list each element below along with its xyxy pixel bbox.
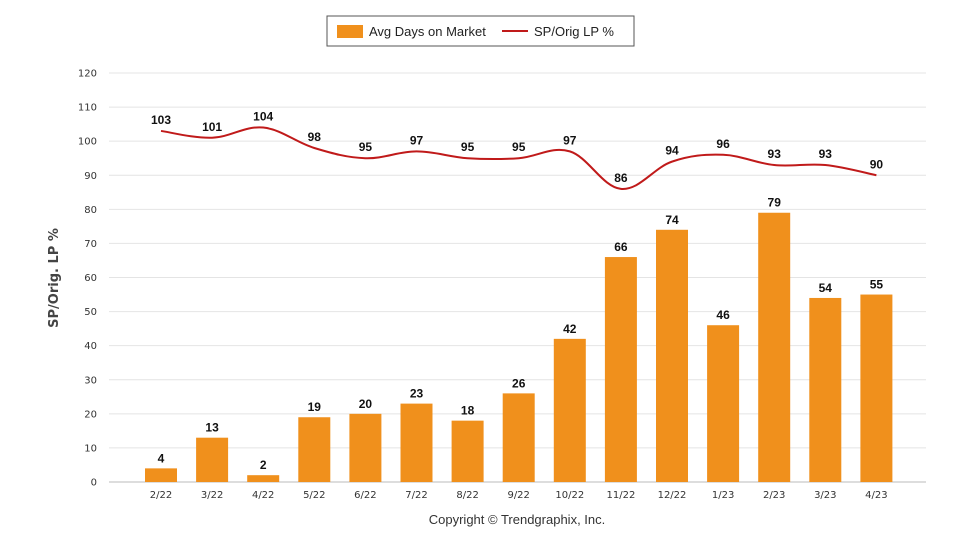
bar-data-label: 4 — [158, 451, 165, 465]
y-tick-label: 40 — [84, 341, 97, 352]
line-data-label: 95 — [461, 140, 475, 154]
bar-data-label: 23 — [410, 387, 424, 401]
line-data-label: 96 — [716, 137, 730, 151]
y-tick-label: 100 — [78, 137, 97, 148]
legend-swatch-bar — [337, 25, 363, 38]
x-tick-label: 6/22 — [354, 490, 376, 501]
line-data-label: 94 — [665, 144, 679, 158]
bar-data-label: 74 — [665, 213, 679, 227]
bar — [196, 437, 229, 482]
bar-data-label: 26 — [512, 376, 526, 390]
x-tick-label: 3/23 — [814, 490, 836, 501]
bar — [809, 297, 842, 482]
bar-data-label: 79 — [768, 196, 782, 210]
bar — [349, 413, 382, 482]
line-data-label: 93 — [819, 147, 833, 161]
line-data-label: 90 — [870, 157, 884, 171]
y-tick-label: 50 — [84, 307, 97, 318]
line-data-label: 93 — [768, 147, 782, 161]
bar — [451, 420, 484, 482]
legend: Avg Days on Market SP/Orig LP % — [326, 15, 635, 47]
y-tick-label: 0 — [91, 478, 97, 489]
bar — [656, 229, 688, 482]
x-tick-label: 8/22 — [456, 490, 478, 501]
data-labels: 4 13 2 19 20 23 18 26 42 66 74 46 79 54 55 103 101 104 98 9… — [151, 110, 883, 473]
bar — [145, 468, 177, 482]
x-tick-label: 2/23 — [763, 490, 785, 501]
y-tick-label: 80 — [84, 205, 97, 216]
x-tick-label: 3/22 — [201, 490, 223, 501]
bar — [502, 393, 535, 482]
copyright-footer: Copyright © Trendgraphix, Inc. — [429, 512, 606, 527]
line-data-label: 97 — [410, 133, 424, 147]
bar-data-label: 13 — [205, 421, 219, 435]
legend-label-bar: Avg Days on Market — [369, 24, 486, 39]
bar — [707, 325, 740, 482]
y-tick-label: 90 — [84, 171, 97, 182]
y-tick-label: 20 — [84, 409, 97, 420]
bar — [400, 403, 433, 482]
bar-data-label: 20 — [359, 397, 373, 411]
line-data-label: 103 — [151, 113, 171, 127]
sp-orig-lp-line — [160, 126, 877, 190]
x-tick-label: 4/22 — [252, 490, 274, 501]
x-tick-label: 4/23 — [865, 490, 887, 501]
bar — [758, 212, 791, 482]
line-data-label: 95 — [512, 140, 526, 154]
bar-data-label: 18 — [461, 404, 475, 418]
bar-data-label: 46 — [716, 308, 730, 322]
y-tick-label: 70 — [84, 239, 97, 250]
y-tick-label: 120 — [78, 69, 97, 80]
y-tick-label: 110 — [78, 103, 97, 114]
x-tick-label: 1/23 — [712, 490, 734, 501]
bar — [553, 338, 586, 482]
y-tick-label: 30 — [84, 375, 97, 386]
x-tick-label: 7/22 — [405, 490, 427, 501]
x-tick-label: 11/22 — [606, 490, 635, 501]
line-data-label: 101 — [202, 120, 222, 134]
line-series — [160, 126, 877, 190]
y-axis-label: SP/Orig. LP % — [47, 228, 62, 328]
y-tick-label: 10 — [84, 443, 97, 454]
line-data-label: 98 — [308, 130, 322, 144]
legend-box — [326, 15, 635, 47]
y-tick-label: 60 — [84, 273, 97, 284]
gridlines — [109, 72, 926, 483]
bar — [298, 417, 331, 482]
line-data-label: 86 — [614, 171, 628, 185]
bar — [247, 475, 280, 482]
legend-label-line: SP/Orig LP % — [534, 24, 614, 39]
bar-data-label: 19 — [308, 400, 322, 414]
x-tick-label: 5/22 — [303, 490, 325, 501]
bar-data-label: 54 — [819, 281, 833, 295]
bar — [604, 257, 637, 482]
bar-data-label: 42 — [563, 322, 577, 336]
line-data-label: 104 — [253, 110, 273, 124]
x-tick-label: 10/22 — [555, 490, 584, 501]
bar — [860, 294, 893, 482]
line-data-label: 97 — [563, 133, 577, 147]
bar-data-label: 2 — [260, 458, 267, 472]
x-tick-label: 12/22 — [658, 490, 687, 501]
bar-series — [145, 212, 893, 482]
bar-data-label: 55 — [870, 278, 884, 292]
bar-data-label: 66 — [614, 240, 628, 254]
line-data-label: 95 — [359, 140, 373, 154]
x-tick-label: 9/22 — [507, 490, 529, 501]
x-tick-label: 2/22 — [150, 490, 172, 501]
